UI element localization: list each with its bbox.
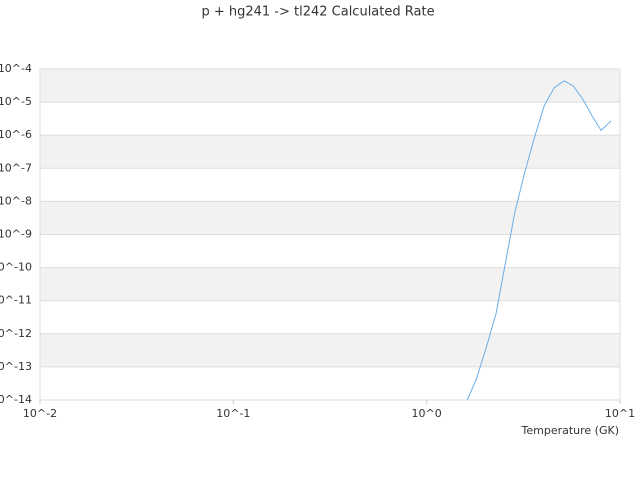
y-tick-label: 10^-9: [0, 228, 32, 241]
y-tick-label: 10^-5: [0, 95, 32, 108]
grid-band: [40, 69, 620, 103]
grid-band: [40, 267, 620, 301]
plot-background: [40, 69, 620, 367]
y-tick-label: 10^-11: [0, 294, 32, 307]
y-tick-label: 10^-14: [0, 393, 32, 406]
x-tick-label: 10^0: [412, 407, 442, 420]
plot-border: [39, 68, 621, 401]
y-tick-label: 10^-6: [0, 128, 32, 141]
x-tick-label: 10^-1: [216, 407, 250, 420]
y-tick-label: 10^-7: [0, 161, 32, 174]
y-tick-label: 10^-4: [0, 62, 32, 75]
y-tick-label: 10^-10: [0, 261, 32, 274]
x-tick-label: 10^-2: [23, 407, 57, 420]
x-tick-label: 10^1: [605, 407, 635, 420]
grid-band: [40, 135, 620, 169]
data-line: [466, 80, 612, 401]
x-axis-label: Temperature (GK): [521, 424, 620, 437]
grid-band: [40, 201, 620, 235]
y-tick-label: 10^-8: [0, 194, 32, 207]
y-tick-label: 10^-13: [0, 360, 32, 373]
chart-title: p + hg241 -> tl242 Calculated Rate: [201, 5, 434, 20]
grid-band: [40, 333, 620, 367]
y-tick-label: 10^-12: [0, 327, 32, 340]
